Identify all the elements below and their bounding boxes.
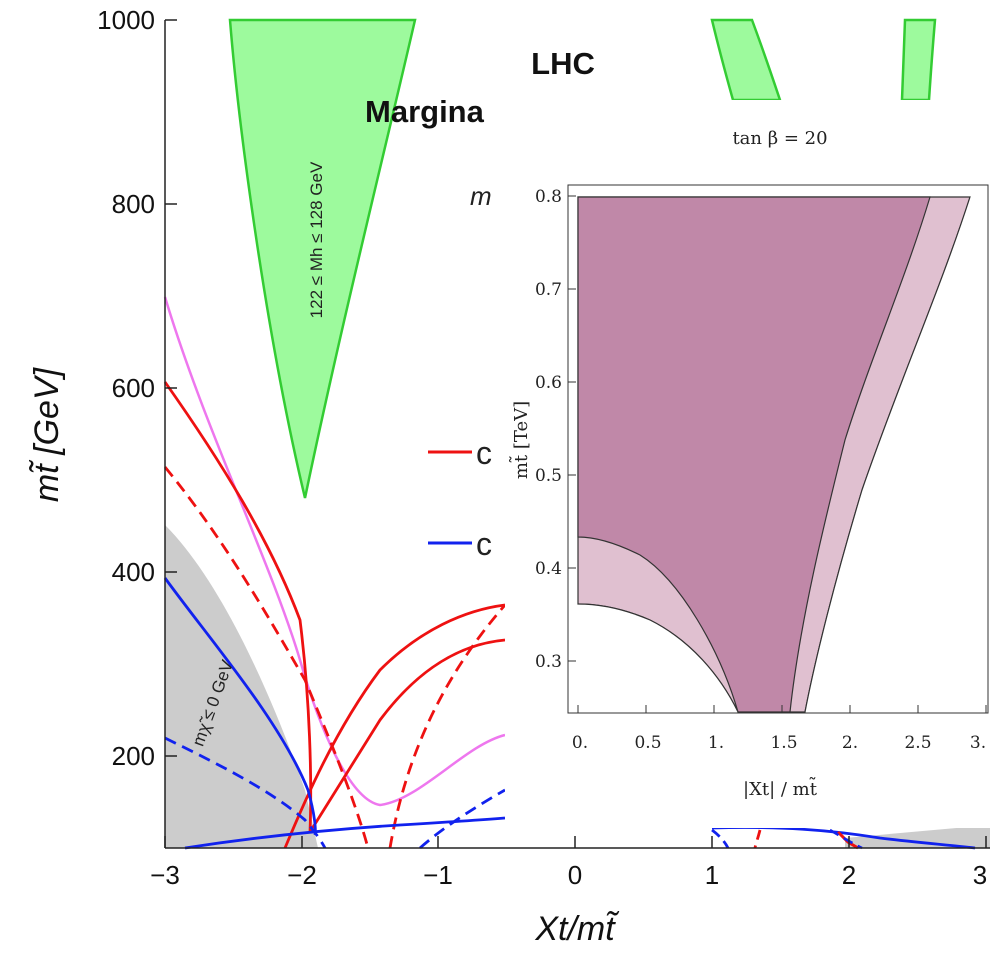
inset-x-tick-label: 0.5 (634, 733, 661, 753)
y-axis-ticks: 200 400 600 800 1000 (97, 5, 177, 771)
legend: c c (428, 435, 492, 562)
inset-y-tick-label: 0.8 (535, 187, 562, 207)
chart-title-line2: Margina (365, 94, 485, 129)
inset-y-tick-label: 0.3 (535, 652, 562, 672)
y-tick-label: 800 (112, 189, 155, 219)
red-solid-curve-1 (163, 381, 313, 833)
gray-excluded-region (165, 525, 318, 848)
inset-y-tick-label: 0.6 (535, 373, 562, 393)
higgs-band-region-right2 (900, 18, 937, 102)
red-solid-curve-3 (308, 638, 506, 833)
legend-item: c (476, 435, 492, 471)
x-axis-title: Xt/mt̃ (534, 910, 619, 948)
inset-x-tick-label: 1. (708, 733, 724, 753)
x-tick-label: 3 (973, 860, 987, 890)
blue-dashed-curve-2 (419, 788, 506, 850)
inset-x-tick-label: 3. (970, 733, 986, 753)
red-solid-curve-right (836, 830, 859, 850)
x-tick-label: 1 (705, 860, 719, 890)
main-plot (163, 18, 990, 850)
x-tick-label: −2 (287, 860, 317, 890)
x-axis-ticks: −3 −2 −1 0 1 2 3 (150, 836, 987, 890)
inset-panel: tan β = 20 0.3 0.4 0.5 0.6 0.7 0.8 (505, 100, 994, 828)
inset-x-ticks: 0. 0.5 1. 1.5 2. 2.5 3. (572, 705, 987, 753)
red-dashed-curve-1 (163, 466, 370, 849)
inset-x-tick-label: 2. (842, 733, 858, 753)
inset-y-tick-label: 0.4 (535, 559, 562, 579)
y-tick-label: 200 (112, 741, 155, 771)
higgs-band-region (228, 18, 417, 499)
legend-item: c (476, 526, 492, 562)
red-solid-curve-2 (283, 603, 506, 849)
red-dashed-curve-2 (388, 604, 507, 849)
inset-y-axis-title: mt̃ [TeV] (509, 401, 532, 479)
higgs-band-region-right1 (710, 18, 782, 102)
higgs-band-label: 122 ≤ Mh ≤ 128 GeV (307, 161, 326, 318)
inset-y-tick-label: 0.7 (535, 280, 562, 300)
blue-dashed-curve-right (711, 828, 730, 849)
inset-y-tick-label: 0.5 (535, 466, 562, 486)
gray-excluded-region-right (845, 825, 990, 848)
blue-dashed-curve-1 (164, 736, 327, 849)
blue-solid-curve-1 (163, 577, 317, 836)
x-tick-label: 2 (842, 860, 856, 890)
inset-title: tan β = 20 (732, 128, 827, 149)
y-tick-label: 600 (112, 373, 155, 403)
inset-x-tick-label: 1.5 (770, 733, 797, 753)
inset-x-tick-label: 0. (572, 733, 588, 753)
y-tick-label: 400 (112, 557, 155, 587)
inset-dark-region (577, 196, 931, 713)
inset-x-tick-label: 2.5 (904, 733, 931, 753)
chart-title-line1: LHC (531, 46, 595, 81)
red-dashed-curve-right (753, 829, 762, 849)
blue-dashed-curve-right-2 (829, 828, 863, 850)
inset-frame (567, 184, 989, 714)
x-tick-label: −3 (150, 860, 180, 890)
x-tick-label: 0 (568, 860, 582, 890)
partial-label: m (470, 181, 492, 211)
inset-x-axis-title: |Xt| / mt̃ (743, 777, 818, 800)
y-tick-label: 1000 (97, 5, 155, 35)
inset-y-ticks: 0.3 0.4 0.5 0.6 0.7 0.8 (535, 187, 576, 672)
x-tick-label: −1 (423, 860, 453, 890)
y-axis-title: mt̃ [GeV] (28, 366, 66, 502)
blue-solid-curve-2 (184, 816, 506, 850)
